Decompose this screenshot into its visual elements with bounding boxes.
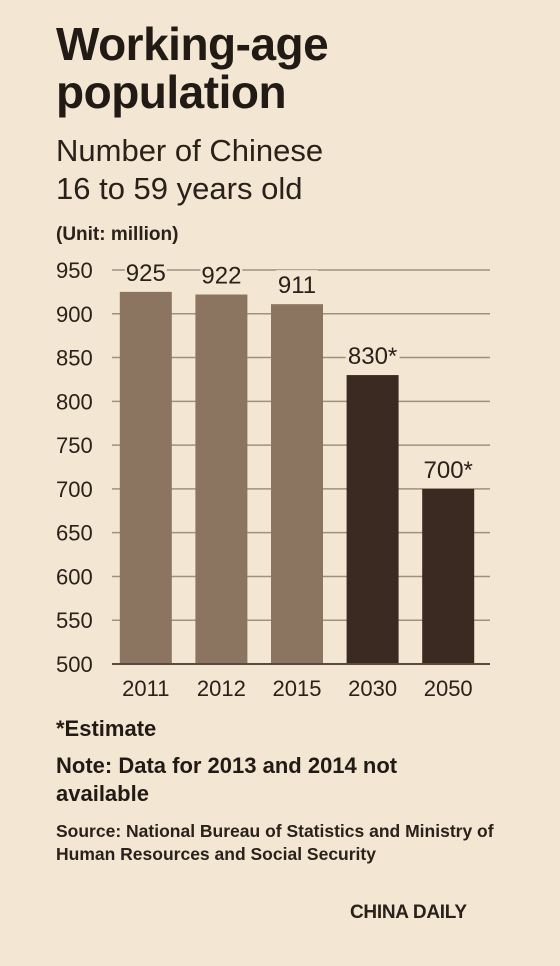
bar-chart: 500 550 600 650 700 750 800 850 900 950 925 922 911…	[56, 257, 490, 700]
y-tick-label: 750	[56, 433, 93, 458]
y-tick-label: 700	[56, 477, 93, 502]
bar-2050	[422, 488, 475, 664]
data-label-bg	[200, 260, 243, 289]
x-tick-label: 2011	[122, 676, 169, 700]
y-axis-ticks: 500 550 600 650 700 750 800 850 900 950	[56, 258, 93, 677]
data-label: 922	[201, 263, 241, 290]
data-label-bg	[345, 341, 400, 370]
data-labels: 925 922 911 830* 700*	[124, 257, 476, 484]
bar-2012	[195, 294, 248, 664]
x-axis-ticks: 2011 2012 2015 2030 2050	[122, 676, 473, 700]
data-label: 911	[278, 272, 316, 299]
data-label-bg	[276, 270, 318, 299]
data-label-bg	[124, 257, 167, 286]
data-note: Note: Data for 2013 and 2014 not availab…	[56, 753, 398, 806]
y-tick-label: 650	[56, 521, 93, 546]
data-label-bg	[421, 454, 476, 483]
bar-2015	[271, 304, 323, 664]
bars	[119, 291, 475, 664]
data-label: 925	[126, 260, 166, 287]
source-note: Source: National Bureau of Statistics an…	[56, 821, 494, 864]
x-tick-label: 2012	[197, 676, 246, 700]
x-tick-label: 2015	[273, 676, 322, 700]
y-tick-label: 900	[56, 302, 93, 327]
x-tick-label: 2050	[424, 676, 473, 700]
y-tick-label: 600	[56, 564, 93, 589]
y-tick-label: 500	[56, 652, 93, 677]
x-tick-label: 2030	[348, 676, 397, 700]
data-label: 700*	[424, 457, 473, 484]
chart-subtitle: Number of Chinese 16 to 59 years old	[56, 133, 324, 206]
chart-title: Working-age population	[56, 18, 329, 118]
y-tick-label: 550	[56, 608, 93, 633]
bar-2030	[346, 375, 399, 664]
y-tick-label: 950	[56, 258, 93, 283]
bar-2011	[119, 291, 172, 664]
y-tick-label: 800	[56, 389, 93, 414]
china-daily-logo: CHINA DAILY	[350, 902, 467, 923]
data-label: 830*	[348, 343, 397, 370]
unit-label: (Unit: million)	[56, 224, 179, 245]
estimate-footnote: *Estimate	[56, 716, 157, 741]
y-tick-label: 850	[56, 346, 93, 371]
